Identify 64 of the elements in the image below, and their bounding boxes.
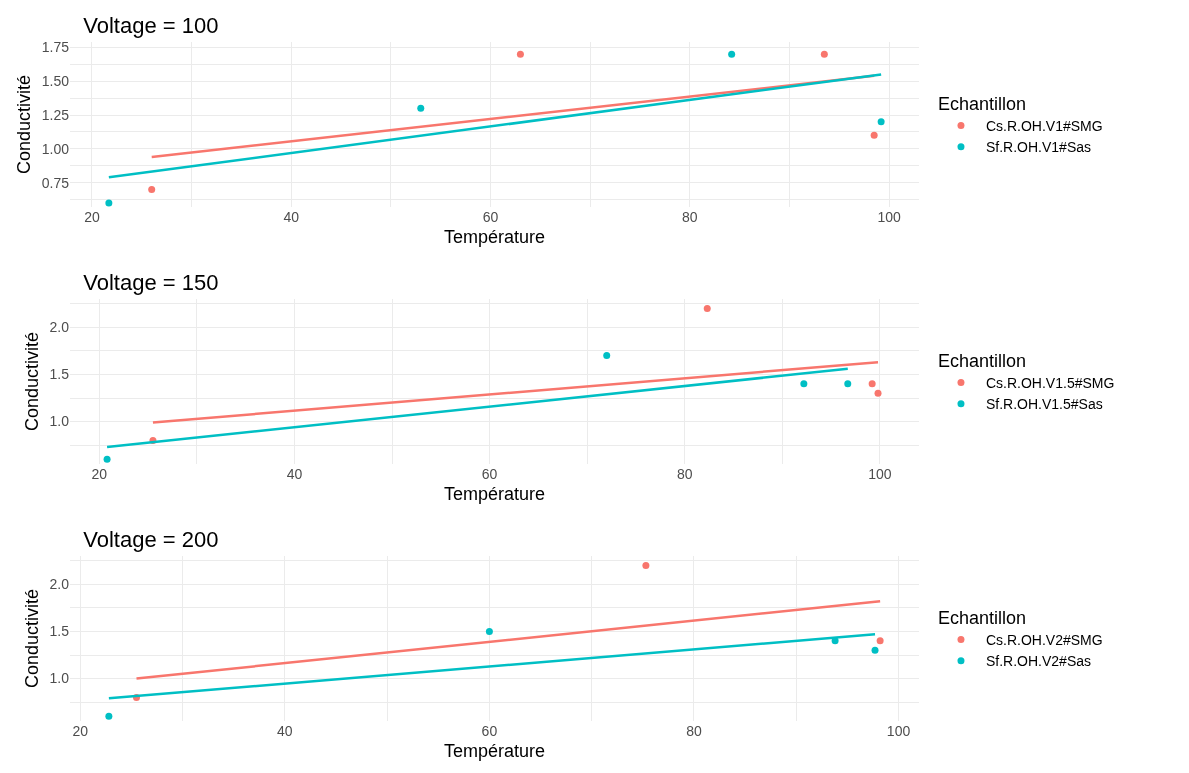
chart-title: Voltage = 150 — [83, 270, 219, 296]
point — [876, 637, 884, 645]
y-tick-label: 1.0 — [49, 413, 70, 430]
point — [868, 380, 876, 388]
x-tick-label: 40 — [277, 723, 293, 739]
point — [103, 455, 111, 463]
chart-title: Voltage = 100 — [83, 13, 219, 39]
x-axis-title: Température — [443, 484, 546, 505]
point — [800, 380, 808, 388]
x-tick-label: 100 — [868, 466, 892, 482]
point — [603, 352, 611, 360]
point — [105, 712, 113, 720]
x-tick-label: 20 — [84, 209, 100, 225]
x-tick-label: 100 — [877, 209, 901, 225]
y-tick-label: 1.5 — [49, 623, 70, 640]
y-tick-label: 2.0 — [49, 576, 70, 593]
y-axis-title: Conductivité — [21, 331, 42, 432]
x-tick-label: 40 — [286, 466, 303, 482]
y-tick-label: 1.75 — [41, 39, 70, 56]
y-axis-title: Conductivité — [13, 74, 34, 175]
y-tick-label: 1.0 — [49, 670, 70, 687]
legend-label: Sf.R.OH.V2#Sas — [985, 653, 1092, 670]
x-tick-label: 40 — [283, 209, 300, 225]
y-tick-label: 1.50 — [41, 73, 70, 90]
x-tick-label: 20 — [72, 723, 89, 739]
x-tick-label: 60 — [481, 723, 498, 739]
point — [485, 627, 493, 635]
y-tick-label: 1.25 — [41, 106, 70, 123]
legend-label: Sf.R.OH.V1#Sas — [985, 139, 1092, 156]
point — [642, 561, 650, 569]
point — [820, 50, 828, 58]
chart-title: Voltage = 200 — [83, 527, 219, 553]
x-axis-title: Température — [443, 227, 546, 248]
point — [417, 104, 425, 112]
legend-label: Cs.R.OH.V1#SMG — [985, 117, 1103, 134]
point — [874, 389, 882, 397]
legend-title: Echantillon — [937, 93, 1027, 114]
point — [148, 185, 156, 193]
x-tick-label: 100 — [886, 723, 911, 739]
legend-title: Echantillon — [937, 607, 1027, 628]
point — [105, 199, 113, 207]
point — [877, 118, 885, 126]
x-tick-label: 60 — [481, 466, 498, 482]
x-tick-label: 80 — [682, 209, 698, 225]
legend-label: Cs.R.OH.V1.5#SMG — [985, 374, 1115, 391]
legend-title: Echantillon — [937, 350, 1027, 371]
x-tick-label: 60 — [482, 209, 499, 225]
point — [728, 50, 736, 58]
x-tick-label: 80 — [677, 466, 693, 482]
x-tick-label: 20 — [91, 466, 108, 482]
y-tick-label: 2.0 — [49, 319, 70, 336]
point — [870, 131, 878, 139]
y-axis-title: Conductivité — [21, 588, 42, 689]
point — [871, 646, 879, 654]
legend-label: Cs.R.OH.V2#SMG — [985, 631, 1103, 648]
point — [703, 304, 711, 312]
x-tick-label: 80 — [686, 723, 702, 739]
legend-label: Sf.R.OH.V1.5#Sas — [985, 396, 1103, 413]
y-tick-label: 1.5 — [49, 366, 70, 383]
y-tick-label: 0.75 — [41, 174, 70, 191]
y-tick-label: 1.00 — [41, 140, 70, 157]
point — [844, 380, 852, 388]
point — [516, 50, 524, 58]
x-axis-title: Température — [443, 741, 546, 762]
